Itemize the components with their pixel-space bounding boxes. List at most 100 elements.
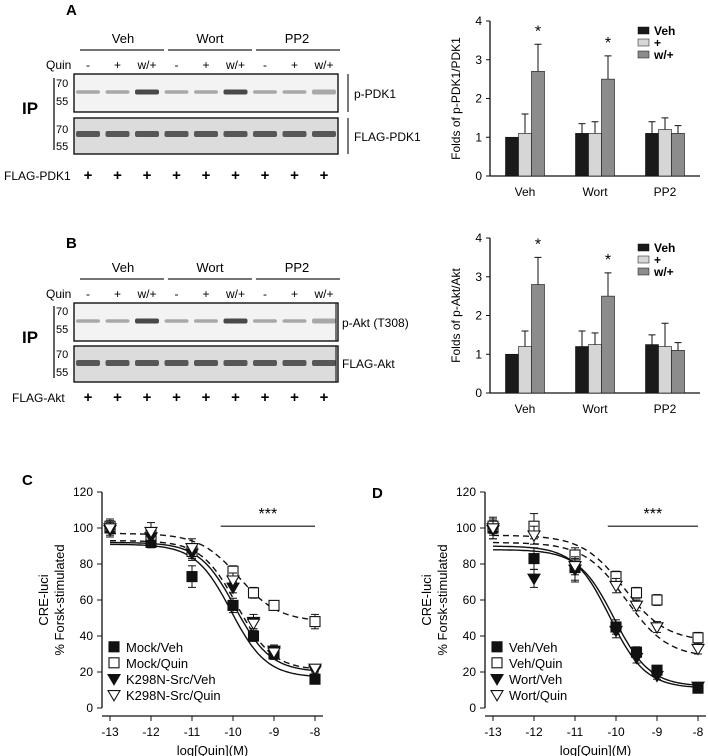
legend-swatch xyxy=(637,38,650,47)
blot-band xyxy=(76,360,100,366)
significance-star: * xyxy=(535,23,541,40)
legend-label: w/+ xyxy=(653,265,674,279)
y-tick-label: 20 xyxy=(463,665,477,679)
y-tick-label: 0 xyxy=(475,386,482,400)
x-tick-label: -10 xyxy=(224,725,242,739)
quin-lane-label: + xyxy=(291,287,298,301)
transfection-plus: + xyxy=(143,389,152,406)
x-tick-label: Veh xyxy=(515,402,536,416)
marker-70: 70 xyxy=(56,78,68,90)
x-tick-label: -12 xyxy=(525,725,543,739)
x-tick-label: -11 xyxy=(567,725,584,739)
quin-lane-label: w/+ xyxy=(136,58,156,72)
treatment-label-pp2: PP2 xyxy=(285,31,310,46)
transfection-plus: + xyxy=(84,167,93,184)
bar xyxy=(601,78,615,177)
blot-band xyxy=(312,360,336,366)
blot-membrane-top xyxy=(73,73,339,113)
y-tick-label: 3 xyxy=(475,270,482,284)
data-point xyxy=(609,625,623,638)
marker-55: 55 xyxy=(56,96,68,108)
legend-label: K298N-Src/Veh xyxy=(126,672,216,687)
dose-response-chart-d: 0 20 40 60 80 100 120 -13 -12 -11 -10 -9 -8 log[Quin]… xyxy=(419,485,706,756)
data-point xyxy=(267,647,281,660)
blot-band xyxy=(194,360,218,366)
quin-lane-label: w/+ xyxy=(225,58,245,72)
y-tick-label: 20 xyxy=(80,665,94,679)
data-point xyxy=(528,553,540,565)
legend-label: Mock/Veh xyxy=(126,640,183,655)
x-tick-label: -13 xyxy=(484,725,502,739)
quin-lane-label: - xyxy=(263,58,267,72)
x-tick-label: -12 xyxy=(142,725,160,739)
legend-swatch xyxy=(637,267,650,276)
fit-curve xyxy=(493,534,699,640)
bar xyxy=(645,344,659,394)
legend-swatch xyxy=(637,50,650,59)
blot-band xyxy=(135,318,159,324)
data-point xyxy=(691,681,705,694)
bar xyxy=(671,350,685,394)
y-tick-label: 40 xyxy=(80,629,94,643)
y-tick-label: 0 xyxy=(86,701,93,715)
legend-swatch xyxy=(637,243,650,252)
y-axis-label: CRE-luci xyxy=(36,574,51,625)
bar xyxy=(518,346,532,394)
y-tick-label: 40 xyxy=(463,629,477,643)
data-point xyxy=(629,600,644,613)
data-point xyxy=(309,616,321,628)
bar xyxy=(588,344,602,394)
data-point xyxy=(691,643,705,656)
blot-band xyxy=(105,319,130,323)
y-tick-label: 4 xyxy=(475,231,482,245)
fit-curve xyxy=(493,549,699,686)
legend-label: w/+ xyxy=(653,48,674,62)
blot-band xyxy=(312,89,336,95)
bar xyxy=(601,295,615,394)
significance-star: * xyxy=(605,252,611,269)
y-tick-label: 120 xyxy=(456,485,476,499)
top-band-label: p-Akt (T308) xyxy=(342,316,409,330)
panel-label-d: D xyxy=(372,485,383,502)
transfection-plus: + xyxy=(290,389,299,406)
bar xyxy=(588,133,602,177)
panel-label-a: A xyxy=(66,2,77,19)
quin-label: Quin xyxy=(46,58,71,72)
y-tick-label: 2 xyxy=(475,309,482,323)
quin-lane-label: - xyxy=(263,287,267,301)
panel-label-b: B xyxy=(66,235,77,252)
y-tick-label: 100 xyxy=(73,521,93,535)
data-point xyxy=(650,670,664,683)
transfection-plus: + xyxy=(202,389,211,406)
y-tick-label: 100 xyxy=(456,521,476,535)
data-point xyxy=(486,523,500,536)
bar xyxy=(658,129,672,177)
data-point xyxy=(185,543,199,555)
quin-lane-label: w/+ xyxy=(313,58,333,72)
transfection-plus: + xyxy=(261,167,270,184)
transfection-plus: + xyxy=(113,167,122,184)
blot-band xyxy=(282,90,307,94)
quin-lane-label: - xyxy=(175,287,179,301)
y-axis-label: CRE-luci xyxy=(419,574,434,625)
x-tick-label: PP2 xyxy=(654,402,677,416)
legend-label: + xyxy=(654,253,661,267)
significance-star: * xyxy=(535,236,541,253)
transfection-plus: + xyxy=(231,389,240,406)
data-point xyxy=(107,690,121,702)
treatment-label-veh: Veh xyxy=(112,260,134,275)
transfection-plus: + xyxy=(143,167,152,184)
blot-band xyxy=(253,131,277,137)
data-point xyxy=(103,523,117,536)
y-tick-label: 80 xyxy=(463,557,477,571)
legend-label: Veh xyxy=(654,24,675,38)
marker-70: 70 xyxy=(56,124,68,136)
quin-lane-label: + xyxy=(114,287,121,301)
x-tick-label: -8 xyxy=(693,725,704,739)
blot-band xyxy=(223,360,248,366)
y-tick-label: 0 xyxy=(475,169,482,183)
fit-curve xyxy=(109,543,316,677)
y-tick-label: 2 xyxy=(475,92,482,106)
data-point xyxy=(629,652,644,665)
blot-band xyxy=(135,89,159,95)
